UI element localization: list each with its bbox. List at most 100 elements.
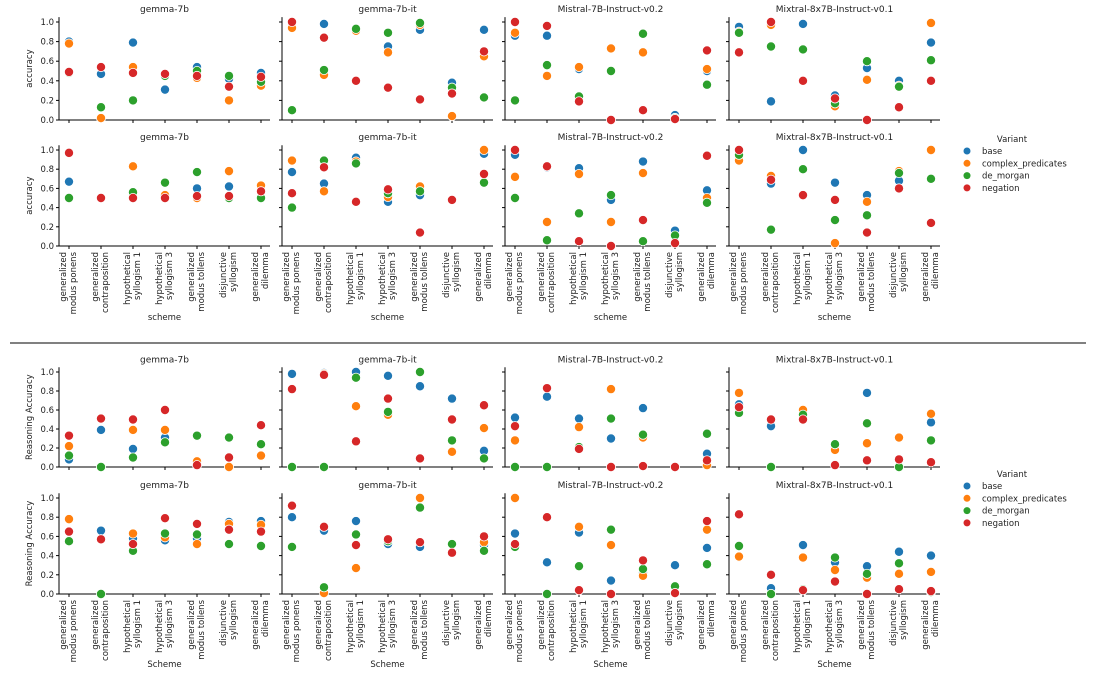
x-tick-label: disjunctive	[665, 600, 675, 646]
point-negation	[96, 62, 107, 73]
subplot-title: gemma-7b	[140, 481, 189, 491]
point-base	[862, 387, 873, 398]
point-complex_predicates	[509, 435, 520, 446]
point-negation	[64, 526, 75, 537]
y-tick-label: 0.4	[40, 77, 54, 87]
point-base	[509, 528, 520, 539]
point-de_morgan	[286, 541, 297, 552]
legend-marker-de_morgan	[963, 172, 971, 180]
x-tick-label: generalized	[251, 600, 261, 650]
point-complex_predicates	[574, 168, 585, 179]
point-base	[542, 30, 553, 41]
x-tick-label: hypothetical	[793, 252, 803, 305]
x-tick-label: hypothetical	[569, 600, 579, 653]
x-tick-label: generalized	[633, 252, 643, 302]
point-negation	[606, 240, 617, 251]
point-negation	[64, 430, 75, 441]
point-negation	[255, 526, 266, 537]
point-base	[894, 546, 905, 557]
point-de_morgan	[223, 539, 234, 550]
y-tick-label: 0.0	[40, 590, 54, 600]
x-tick-label: modus ponens	[515, 599, 525, 662]
point-negation	[446, 547, 457, 558]
x-tick-label: hypothetical	[155, 600, 165, 653]
point-negation	[509, 16, 520, 27]
point-de_morgan	[766, 224, 777, 235]
point-complex_predicates	[830, 565, 841, 576]
x-tick-label: hypothetical	[155, 252, 165, 305]
point-negation	[414, 227, 425, 238]
x-tick-label: hypothetical	[601, 252, 611, 305]
point-de_morgan	[478, 177, 489, 188]
y-tick-label: 0.4	[40, 425, 54, 435]
point-negation	[702, 45, 713, 56]
point-base	[766, 96, 777, 107]
point-de_morgan	[286, 461, 297, 472]
x-tick-label: syllogism 1	[803, 252, 813, 300]
x-tick-label: disjunctive	[219, 600, 229, 646]
point-negation	[286, 188, 297, 199]
x-tick-label: contraposition	[547, 252, 557, 313]
x-tick-label: hypothetical	[123, 600, 133, 653]
point-negation	[670, 461, 681, 472]
x-tick-label: generalized	[729, 252, 739, 302]
point-complex_predicates	[606, 540, 617, 551]
point-complex_predicates	[542, 216, 553, 227]
point-complex_predicates	[798, 552, 809, 563]
x-tick-label: syllogism	[229, 252, 239, 292]
point-de_morgan	[798, 164, 809, 175]
point-de_morgan	[830, 215, 841, 226]
point-negation	[574, 236, 585, 247]
point-de_morgan	[638, 236, 649, 247]
y-tick-label: 0.4	[40, 204, 54, 214]
x-tick-label: generalized	[921, 600, 931, 650]
x-tick-label: modus ponens	[515, 251, 525, 314]
x-tick-label: modus tollens	[420, 599, 430, 659]
point-de_morgan	[894, 558, 905, 569]
x-tick-label: hypothetical	[346, 600, 356, 653]
x-tick-label: generalized	[761, 600, 771, 650]
point-negation	[286, 384, 297, 395]
legend: Variant base complex_predicates de_morganne…	[963, 135, 1067, 194]
point-complex_predicates	[606, 43, 617, 54]
point-de_morgan	[382, 406, 393, 417]
point-negation	[894, 102, 905, 113]
point-negation	[286, 16, 297, 27]
x-axis-label: scheme	[148, 313, 181, 323]
x-tick-label: modus ponens	[739, 599, 749, 662]
x-tick-label: modus tollens	[420, 251, 430, 311]
x-tick-label: syllogism	[452, 252, 462, 292]
x-tick-label: generalized	[697, 600, 707, 650]
point-negation	[926, 75, 937, 86]
point-negation	[702, 150, 713, 161]
point-negation	[542, 161, 553, 172]
point-base	[509, 412, 520, 423]
x-tick-label: syllogism 1	[803, 600, 813, 648]
y-tick-label: 1.0	[40, 146, 54, 156]
x-tick-label: generalized	[410, 252, 420, 302]
point-negation	[894, 183, 905, 194]
point-complex_predicates	[509, 27, 520, 38]
point-negation	[606, 589, 617, 600]
point-negation	[382, 393, 393, 404]
point-negation	[318, 369, 329, 380]
point-negation	[318, 32, 329, 43]
point-de_morgan	[638, 28, 649, 39]
x-tick-label: generalized	[59, 600, 69, 650]
point-negation	[64, 66, 75, 77]
point-base	[350, 516, 361, 527]
point-negation	[223, 524, 234, 535]
point-negation	[159, 404, 170, 415]
x-tick-label: syllogism	[899, 252, 909, 292]
x-tick-label: hypothetical	[825, 252, 835, 305]
point-de_morgan	[606, 66, 617, 77]
point-de_morgan	[638, 429, 649, 440]
point-negation	[766, 569, 777, 580]
point-negation	[255, 71, 266, 82]
legend-marker-negation	[963, 519, 971, 527]
point-negation	[382, 184, 393, 195]
x-tick-label: contraposition	[101, 252, 111, 313]
y-tick-label: 0.0	[40, 463, 54, 473]
point-negation	[478, 46, 489, 57]
